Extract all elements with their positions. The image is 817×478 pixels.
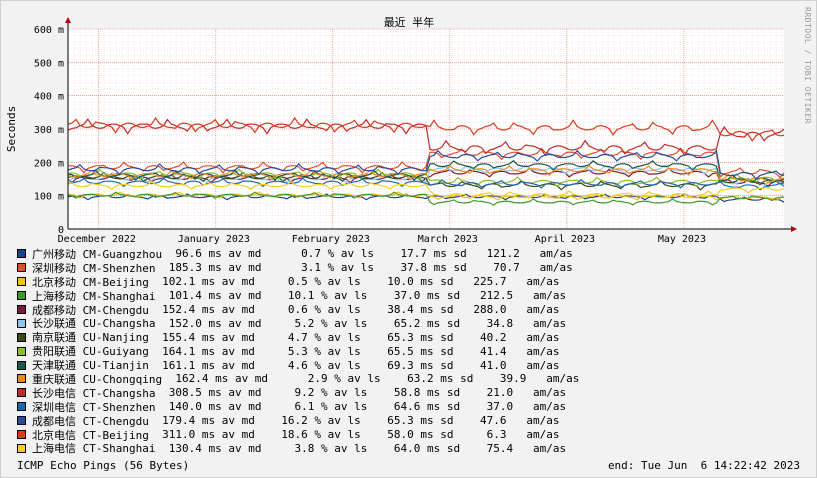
legend-series-name: 成都移动 CM-Chengdu bbox=[32, 303, 149, 317]
x-tick-labels: December 2022 January 2023 February 2023 Ma… bbox=[58, 234, 706, 245]
y-tick-label: 400 m bbox=[34, 92, 64, 103]
legend-series-stats: 308.5 ms av md 9.2 % av ls 58.8 ms sd 21… bbox=[155, 386, 567, 400]
legend-row: 上海移动 CM-Shanghai 101.4 ms av md 10.1 % a… bbox=[17, 289, 797, 303]
legend-series-stats: 101.4 ms av md 10.1 % av ls 37.0 ms sd 2… bbox=[155, 289, 567, 303]
legend-swatch bbox=[17, 443, 26, 453]
series-lines bbox=[67, 116, 785, 206]
legend-swatch bbox=[17, 416, 26, 426]
legend-swatch bbox=[17, 332, 26, 342]
legend-series-stats: 152.4 ms av md 0.6 % av ls 38.4 ms sd 28… bbox=[148, 303, 560, 316]
legend-series-name: 长沙电信 CT-Changsha bbox=[32, 386, 156, 400]
legend-row: 南京联通 CU-Nanjing 155.4 ms av md 4.7 % av … bbox=[17, 330, 797, 344]
legend-series-stats: 179.4 ms av md 16.2 % av ls 65.3 ms sd 4… bbox=[148, 414, 560, 428]
legend-swatch bbox=[17, 263, 26, 273]
y-tick-label: 600 m bbox=[34, 25, 64, 36]
legend-series-name: 北京移动 CM-Beijing bbox=[32, 275, 149, 289]
x-tick-label: May 2023 bbox=[658, 234, 706, 245]
footer-right: end: Tue Jun 6 14:22:42 2023 bbox=[607, 459, 800, 472]
legend-series-stats: 185.3 ms av md 3.1 % av ls 37.8 ms sd 70… bbox=[155, 261, 573, 275]
x-tick-label: December 2022 bbox=[58, 234, 136, 245]
legend-series-stats: 152.0 ms av md 5.2 % av ls 65.2 ms sd 34… bbox=[155, 316, 567, 330]
legend-row: 成都移动 CM-Chengdu 152.4 ms av md 0.6 % av … bbox=[17, 303, 797, 317]
legend-series-name: 上海电信 CT-Shanghai bbox=[32, 442, 156, 456]
x-tick-label: March 2023 bbox=[418, 234, 478, 245]
legend-swatch bbox=[17, 305, 26, 314]
y-axis-arrow bbox=[65, 17, 71, 23]
legend-series-stats: 161.1 ms av md 4.6 % av ls 69.3 ms sd 41… bbox=[148, 358, 560, 372]
legend-swatch bbox=[17, 346, 26, 356]
legend-series-name: 广州移动 CM-Guangzhou bbox=[32, 247, 163, 261]
legend-swatch bbox=[17, 249, 26, 259]
series-line bbox=[67, 149, 785, 180]
legend-series-name: 重庆联通 CU-Chongqing bbox=[32, 372, 163, 386]
x-tick-label: February 2023 bbox=[292, 234, 370, 245]
legend-series-name: 上海移动 CM-Shanghai bbox=[32, 289, 156, 303]
legend-series-stats: 155.4 ms av md 4.7 % av ls 65.3 ms sd 40… bbox=[148, 330, 560, 344]
legend-swatch bbox=[17, 388, 26, 398]
legend-row: 北京移动 CM-Beijing 102.1 ms av md 0.5 % av … bbox=[17, 275, 797, 289]
legend-row: 广州移动 CM-Guangzhou 96.6 ms av md 0.7 % av… bbox=[17, 247, 797, 261]
y-tick-label: 200 m bbox=[34, 158, 64, 169]
legend-series-name: 长沙联通 CU-Changsha bbox=[32, 317, 156, 331]
footer-left: ICMP Echo Pings (56 Bytes) bbox=[17, 459, 190, 472]
y-axis-label: Seconds bbox=[5, 106, 18, 152]
series-line bbox=[67, 180, 785, 200]
y-tick-labels: 0 100 m 200 m 300 m 400 m 500 m 600 m bbox=[34, 25, 64, 236]
x-tick-label: January 2023 bbox=[178, 234, 250, 245]
legend-series-stats: 311.0 ms av md 18.6 % av ls 58.0 ms sd 6… bbox=[148, 428, 560, 442]
series-line bbox=[67, 177, 785, 191]
legend-swatch bbox=[17, 402, 26, 412]
legend: 广州移动 CM-Guangzhou 96.6 ms av md 0.7 % av… bbox=[17, 247, 797, 455]
legend-row: 北京电信 CT-Beijing 311.0 ms av md 18.6 % av… bbox=[17, 428, 797, 442]
legend-row: 贵阳联通 CU-Guiyang 164.1 ms av md 5.3 % av … bbox=[17, 344, 797, 358]
legend-series-name: 成都电信 CT-Chengdu bbox=[32, 414, 149, 428]
y-tick-label: 500 m bbox=[34, 58, 64, 69]
x-axis-arrow bbox=[791, 226, 797, 232]
series-line bbox=[67, 116, 785, 142]
y-tick-label: 300 m bbox=[34, 125, 64, 136]
legend-row: 成都电信 CT-Chengdu 179.4 ms av md 16.2 % av… bbox=[17, 414, 797, 428]
rrdtool-watermark: RRDTOOL / TOBI OETIKER bbox=[803, 7, 812, 124]
chart-plot: 0 100 m 200 m 300 m 400 m 500 m 600 m December… bbox=[5, 7, 812, 245]
legend-series-stats: 102.1 ms av md 0.5 % av ls 10.0 ms sd 22… bbox=[148, 275, 560, 289]
legend-series-stats: 162.4 ms av md 2.9 % av ls 63.2 ms sd 39… bbox=[162, 372, 580, 386]
legend-row: 长沙联通 CU-Changsha 152.0 ms av md 5.2 % av… bbox=[17, 316, 797, 330]
legend-swatch bbox=[17, 277, 26, 287]
legend-series-name: 天津联通 CU-Tianjin bbox=[32, 359, 149, 373]
legend-series-stats: 164.1 ms av md 5.3 % av ls 65.5 ms sd 41… bbox=[148, 344, 560, 358]
legend-series-name: 南京联通 CU-Nanjing bbox=[32, 331, 149, 345]
chart-title: 最近 半年 bbox=[384, 15, 435, 29]
legend-swatch bbox=[17, 430, 26, 440]
legend-row: 上海电信 CT-Shanghai 130.4 ms av md 3.8 % av… bbox=[17, 441, 797, 455]
legend-row: 长沙电信 CT-Changsha 308.5 ms av md 9.2 % av… bbox=[17, 386, 797, 400]
legend-swatch bbox=[17, 318, 26, 328]
y-tick-label: 100 m bbox=[34, 192, 64, 203]
legend-series-stats: 140.0 ms av md 6.1 % av ls 64.6 ms sd 37… bbox=[155, 400, 567, 414]
legend-series-name: 北京电信 CT-Beijing bbox=[32, 428, 149, 442]
legend-swatch bbox=[17, 360, 26, 370]
legend-swatch bbox=[17, 291, 26, 301]
legend-row: 天津联通 CU-Tianjin 161.1 ms av md 4.6 % av … bbox=[17, 358, 797, 372]
y-tick-label: 0 bbox=[58, 225, 64, 236]
legend-series-name: 深圳电信 CT-Shenzhen bbox=[32, 400, 156, 414]
legend-series-stats: 130.4 ms av md 3.8 % av ls 64.0 ms sd 75… bbox=[155, 441, 567, 455]
legend-row: 重庆联通 CU-Chongqing 162.4 ms av md 2.9 % a… bbox=[17, 372, 797, 386]
legend-series-stats: 96.6 ms av md 0.7 % av ls 17.7 ms sd 121… bbox=[162, 247, 573, 261]
series-line bbox=[67, 191, 785, 206]
legend-swatch bbox=[17, 374, 26, 384]
legend-row: 深圳电信 CT-Shenzhen 140.0 ms av md 6.1 % av… bbox=[17, 400, 797, 414]
series-line bbox=[67, 164, 785, 184]
x-tick-label: April 2023 bbox=[535, 234, 595, 245]
legend-series-name: 深圳移动 CM-Shenzhen bbox=[32, 261, 156, 275]
legend-series-name: 贵阳联通 CU-Guiyang bbox=[32, 345, 149, 359]
legend-row: 深圳移动 CM-Shenzhen 185.3 ms av md 3.1 % av… bbox=[17, 261, 797, 275]
